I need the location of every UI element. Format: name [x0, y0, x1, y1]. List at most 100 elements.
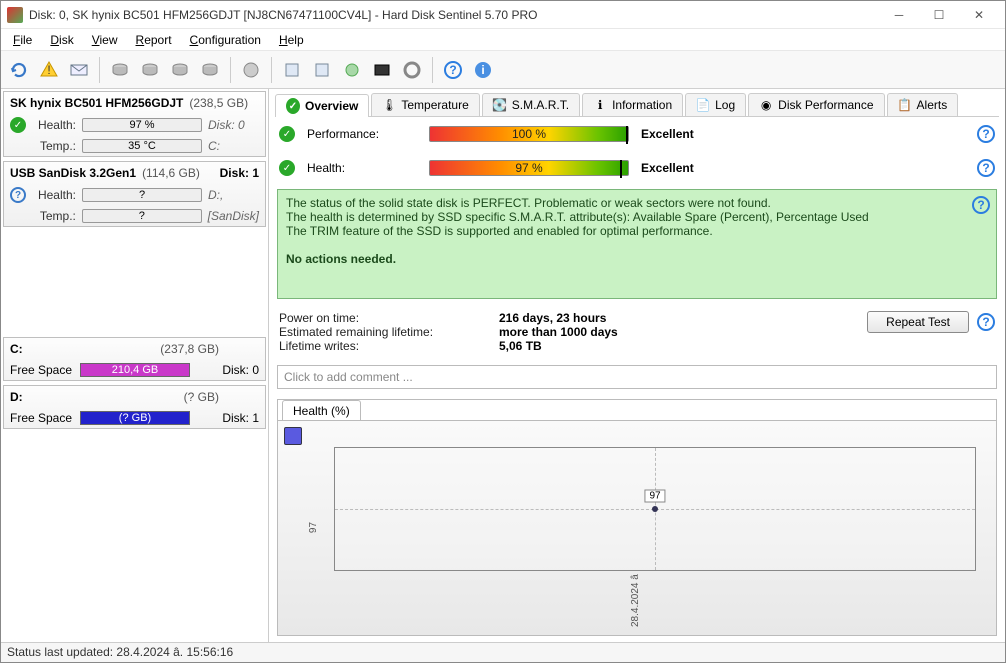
- info-grid: Power on time: Estimated remaining lifet…: [275, 303, 863, 361]
- help-toolbar-icon[interactable]: ?: [439, 56, 467, 84]
- disk0-size: (238,5 GB): [189, 96, 248, 110]
- volc-drive: C:: [10, 342, 23, 356]
- volume-panel-c[interactable]: C: (237,8 GB) Free Space 210,4 GB Disk: …: [3, 337, 266, 381]
- vold-diskidx: Disk: 1: [222, 411, 259, 425]
- window-controls: ─ ☐ ✕: [879, 2, 999, 28]
- performance-bar: 100 %: [429, 126, 629, 142]
- gauge-icon: ◉: [759, 98, 773, 112]
- tool-icon-1[interactable]: [278, 56, 306, 84]
- menu-help[interactable]: Help: [271, 31, 312, 49]
- health-label: Health:: [307, 161, 417, 175]
- chart-tab-health[interactable]: Health (%): [282, 400, 361, 421]
- disk-icon-4[interactable]: [196, 56, 224, 84]
- disk1-vendor: [SanDisk]: [208, 209, 259, 223]
- globe-icon[interactable]: [237, 56, 265, 84]
- volc-diskidx: Disk: 0: [222, 363, 259, 377]
- chart-panel: Health (%) 97 97 28.4.2024 â: [277, 399, 997, 636]
- main-panel: ✓ Overview 🌡 Temperature 💽 S.M.A.R.T. ℹInfo…: [269, 89, 1005, 642]
- menu-disk[interactable]: Disk: [42, 31, 81, 49]
- temp-bar: 35 °C: [82, 139, 202, 153]
- menu-report[interactable]: Report: [128, 31, 180, 49]
- free-space-label: Free Space: [10, 411, 74, 425]
- warning-icon[interactable]: !: [35, 56, 63, 84]
- health-bar: 97 %: [429, 160, 629, 176]
- titlebar: Disk: 0, SK hynix BC501 HFM256GDJT [NJ8C…: [1, 1, 1005, 29]
- disk-icon-1[interactable]: [106, 56, 134, 84]
- disk-panel-1[interactable]: USB SanDisk 3.2Gen1 (114,6 GB) Disk: 1 ?…: [3, 161, 266, 227]
- tab-information-label: Information: [612, 98, 672, 112]
- tab-overview-label: Overview: [305, 99, 358, 113]
- tab-smart[interactable]: 💽 S.M.A.R.T.: [482, 93, 580, 116]
- status-line-4: No actions needed.: [286, 252, 988, 266]
- tool-icon-2[interactable]: [308, 56, 336, 84]
- tab-alerts-label: Alerts: [917, 98, 948, 112]
- temp-bar-empty: ?: [82, 209, 202, 223]
- disk1-size: (114,6 GB): [142, 166, 200, 180]
- lifetime-value: more than 1000 days: [499, 325, 618, 339]
- comment-input[interactable]: Click to add comment ...: [277, 365, 997, 389]
- mail-icon[interactable]: [65, 56, 93, 84]
- info-toolbar-icon[interactable]: i: [469, 56, 497, 84]
- tab-overview[interactable]: ✓ Overview: [275, 94, 369, 117]
- check-icon: ✓: [286, 99, 300, 113]
- volume-panel-d[interactable]: D: (? GB) Free Space (? GB) Disk: 1: [3, 385, 266, 429]
- menu-view[interactable]: View: [84, 31, 126, 49]
- app-icon: [7, 7, 23, 23]
- power-on-value: 216 days, 23 hours: [499, 311, 618, 325]
- disk-icon-3[interactable]: [166, 56, 194, 84]
- menu-configuration[interactable]: Configuration: [182, 31, 269, 49]
- tab-information[interactable]: ℹInformation: [582, 93, 683, 116]
- toolbar-separator: [271, 57, 272, 83]
- toolbar-separator: [99, 57, 100, 83]
- tool-icon-5[interactable]: [398, 56, 426, 84]
- health-label: Health:: [32, 188, 76, 202]
- health-label: Health:: [32, 118, 76, 132]
- tab-smart-label: S.M.A.R.T.: [512, 98, 569, 112]
- toolbar-separator: [432, 57, 433, 83]
- status-line-2: The health is determined by SSD specific…: [286, 210, 988, 224]
- temp-label: Temp.:: [32, 209, 76, 223]
- close-button[interactable]: ✕: [959, 2, 999, 28]
- help-icon[interactable]: ?: [977, 313, 995, 331]
- tab-alerts[interactable]: 📋Alerts: [887, 93, 959, 116]
- statusbar-text: Status last updated: 28.4.2024 â. 15:56:…: [7, 645, 233, 659]
- menu-file[interactable]: File: [5, 31, 40, 49]
- help-icon[interactable]: ?: [977, 125, 995, 143]
- power-on-label: Power on time:: [279, 311, 459, 325]
- tab-temperature-label: Temperature: [401, 98, 468, 112]
- tab-temperature[interactable]: 🌡 Temperature: [371, 93, 479, 116]
- maximize-button[interactable]: ☐: [919, 2, 959, 28]
- check-icon: ✓: [279, 160, 295, 176]
- help-icon[interactable]: ?: [977, 159, 995, 177]
- menubar: File Disk View Report Configuration Help: [1, 29, 1005, 51]
- tab-diskperf-label: Disk Performance: [778, 98, 873, 112]
- svg-text:i: i: [481, 63, 484, 77]
- thermometer-icon: 🌡: [382, 98, 396, 112]
- save-icon[interactable]: [284, 427, 302, 445]
- repeat-test-button[interactable]: Repeat Test: [867, 311, 969, 333]
- vold-drive: D:: [10, 390, 23, 404]
- performance-status: Excellent: [641, 127, 721, 141]
- sidebar: SK hynix BC501 HFM256GDJT (238,5 GB) ✓ H…: [1, 89, 269, 642]
- help-icon[interactable]: ?: [972, 196, 990, 214]
- temp-label: Temp.:: [32, 139, 76, 153]
- tab-log[interactable]: 📄Log: [685, 93, 746, 116]
- performance-row: ✓ Performance: 100 % Excellent ?: [275, 117, 999, 151]
- disk-icon-2[interactable]: [136, 56, 164, 84]
- question-icon: ?: [10, 187, 26, 203]
- volc-size: (237,8 GB): [160, 342, 219, 356]
- writes-value: 5,06 TB: [499, 339, 618, 353]
- lifetime-label: Estimated remaining lifetime:: [279, 325, 459, 339]
- refresh-icon[interactable]: [5, 56, 33, 84]
- tool-icon-3[interactable]: [338, 56, 366, 84]
- tool-icon-4[interactable]: [368, 56, 396, 84]
- minimize-button[interactable]: ─: [879, 2, 919, 28]
- tabs-bar: ✓ Overview 🌡 Temperature 💽 S.M.A.R.T. ℹInfo…: [275, 93, 999, 117]
- tab-log-label: Log: [715, 98, 735, 112]
- disk-icon: 💽: [493, 98, 507, 112]
- disk1-name: USB SanDisk 3.2Gen1: [10, 166, 136, 180]
- performance-value: 100 %: [512, 127, 546, 141]
- chart-body: 97 97 28.4.2024 â: [278, 420, 996, 635]
- tab-disk-performance[interactable]: ◉ Disk Performance: [748, 93, 884, 116]
- disk-panel-0[interactable]: SK hynix BC501 HFM256GDJT (238,5 GB) ✓ H…: [3, 91, 266, 157]
